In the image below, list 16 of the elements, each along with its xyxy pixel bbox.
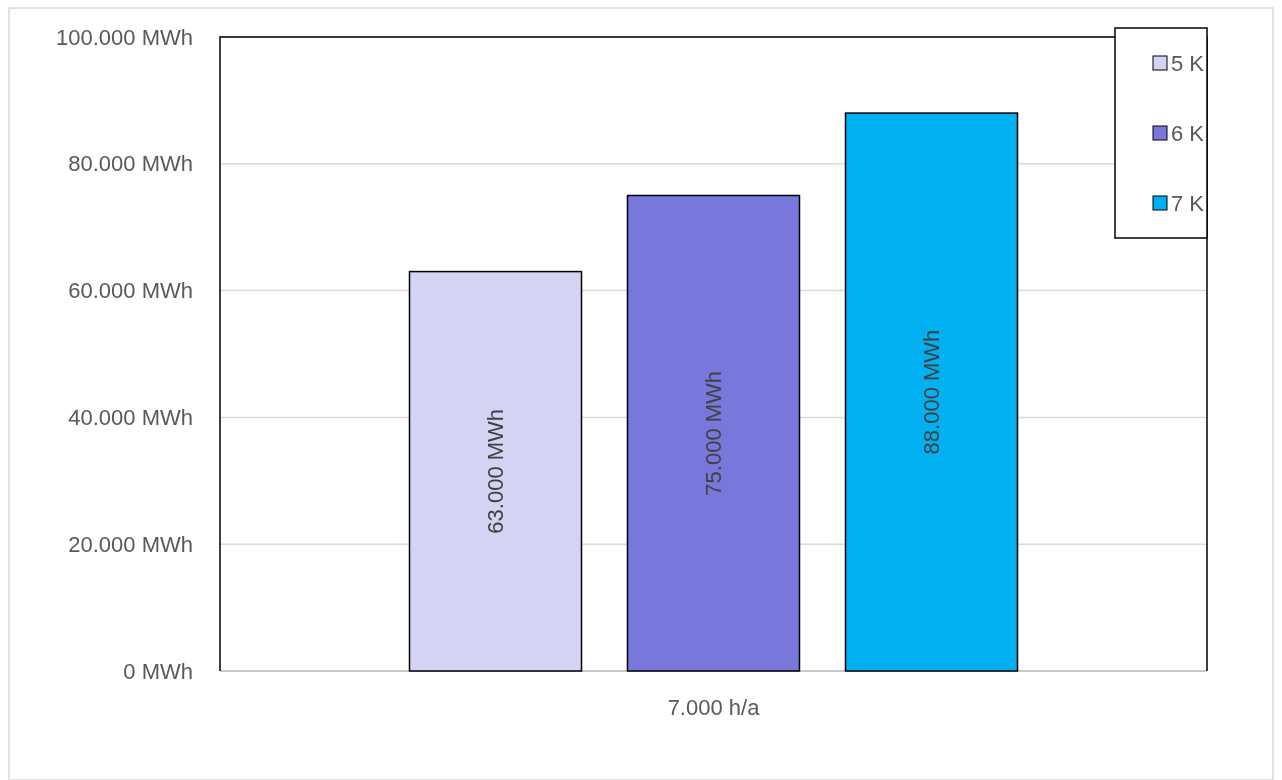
y-tick-label: 20.000 MWh	[68, 531, 193, 557]
y-tick-label: 100.000 MWh	[56, 24, 193, 50]
x-tick-label: 7.000 h/a	[667, 694, 761, 720]
legend-label: 6 K	[1171, 120, 1205, 146]
data-label: 88.000 MWh	[919, 329, 944, 455]
bar	[626, 194, 801, 672]
legend-label: 5 K	[1171, 50, 1205, 76]
data-label: 63.000 MWh	[483, 408, 508, 534]
y-tick-label: 40.000 MWh	[68, 404, 193, 430]
data-label: 75.000 MWh	[701, 370, 726, 496]
bar	[844, 112, 1019, 672]
y-tick-label: 0 MWh	[123, 658, 193, 684]
y-tick-label: 60.000 MWh	[68, 278, 193, 304]
bar	[408, 270, 583, 672]
y-tick-label: 80.000 MWh	[68, 151, 193, 177]
legend-label: 7 K	[1171, 190, 1205, 216]
